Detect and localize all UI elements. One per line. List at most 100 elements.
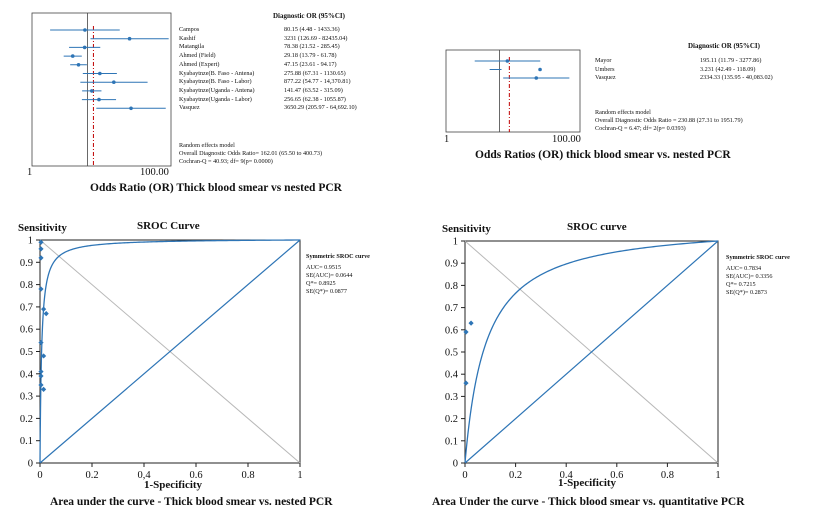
study-name: Campos [179,26,200,33]
point-estimate [538,67,542,72]
y-tick-label: 0.2 [445,414,458,425]
y-tick-label: 0.1 [445,436,458,447]
x-tick-label: 0.4 [560,470,574,481]
point-estimate [129,106,133,111]
y-tick-label: 0.2 [20,414,33,425]
forest-plot-2: Diagnostic OR (95%CI) Mayor 195.11 (11.79… [430,0,819,205]
sroc-curve [39,239,301,463]
study-point [38,368,44,375]
sroc-1-ylabel: Sensitivity [18,222,67,234]
forest-2-tick-1: 1 [444,134,450,145]
point-estimate [127,36,132,41]
y-tick-label: 0.9 [445,259,458,270]
forest-1-summary-title: Random effects model [179,142,235,149]
study-name: Vasquez [179,104,200,112]
sroc-2-canvas: 0 0.1 0.2 0.3 0.4 0.5 0.6 0.7 0.8 0.9 1 0 0.2 0.4 0.6 0… [445,237,721,482]
y-tick-label: 0.1 [20,436,33,447]
x-tick-label: 1 [297,470,302,481]
y-tick-label: 0.4 [20,369,34,380]
sroc-1-xlabel: 1-Specificity [144,479,203,491]
y-tick-label: 0.8 [445,281,458,292]
forest-1-tick-100: 100.00 [140,167,169,178]
y-tick-label: 0.5 [20,347,33,358]
forest-1-column-header: Diagnostic OR (95%CI) [273,12,345,20]
forest-1-summary-dor: Overall Diagnostic Odds Ratio= 162.01 (6… [179,150,323,157]
sroc-2-stat-auc: AUC= 0.7834 [726,265,762,272]
study-or-value: 877.22 (54.77 - 14,370.81) [284,78,351,86]
y-tick-label: 1 [28,236,33,247]
y-tick-label: 0 [453,459,458,470]
sroc-1-stat-auc: AUC= 0.9515 [306,264,342,271]
forest-1-caption: Odds Ratio (OR) Thick blood smear vs nes… [90,182,342,194]
y-tick-label: 0.3 [20,392,33,403]
x-tick-label: 0 [462,470,467,481]
study-or-value: 3.231 (42.49 - 118.09) [700,65,756,73]
point-estimate [534,76,539,80]
sroc-1-stat-q: Q*= 0.8925 [306,280,336,287]
forest-2-tick-100: 100.00 [552,134,581,145]
forest-1-tick-1: 1 [27,167,33,178]
point-estimate [82,45,87,50]
x-tick-label: 0 [37,470,42,481]
y-tick-label: 0.6 [20,325,33,336]
study-or-value: 80.15 (4.48 - 1433.36) [284,26,340,33]
study-or-value: 2334.33 (135.95 - 40,083.02) [700,74,773,81]
sroc-2-caption: Area Under the curve - Thick blood smear… [432,496,745,508]
sroc-2-stat-se-q: SE(Q*)= 0.2873 [726,289,767,296]
sroc-2-stat-q: Q*= 0.7215 [726,281,756,288]
study-point [38,286,44,292]
point-estimate [83,28,87,32]
point-estimate [89,89,94,93]
study-or-value: 141.47 (63.52 - 315.09) [284,86,343,94]
study-point [463,329,469,335]
point-estimate [98,71,102,76]
x-tick-label: 0,4 [137,470,151,481]
y-tick-label: 1 [453,237,458,248]
forest-plot-1: Diagnostic OR (95%CI) Campos 80.15 (4.48 … [0,0,420,205]
y-tick-label: 0.8 [20,280,33,291]
y-tick-label: 0.4 [445,370,459,381]
study-point [38,255,44,261]
study-point [43,310,49,317]
sroc-1-stat-se-q: SE(Q*)= 0.0877 [306,288,347,295]
study-point [38,246,44,252]
study-name: Kashif [179,34,196,42]
sroc-1-title: SROC Curve [137,220,200,232]
study-or-value: 29.18 (13.79 - 61.78) [284,52,337,60]
study-or-value: 3650.29 (205.97 - 64,692.10) [284,104,357,112]
sroc-chart-2: 0 0.1 0.2 0.3 0.4 0.5 0.6 0.7 0.8 0.9 1 0 0.2 0.4 0.6 0… [420,212,819,521]
study-name: Umbers [595,65,615,73]
x-tick-label: 0.8 [661,470,674,481]
sroc-2-stat-se-auc: SE(AUC)= 0.3356 [726,273,773,280]
forest-2-column-header: Diagnostic OR (95%CI) [688,42,760,50]
sroc-2-legend-title: Symmetric SROC curve [726,254,790,261]
chance-diagonal-line [464,240,719,464]
forest-plot-2-canvas [445,49,581,133]
study-name: Kyabaytnze(B. Faso - Labor) [179,78,252,86]
sroc-chart-1: 0 0.1 0.2 0.3 0.4 0.5 0.6 0.7 0.8 0.9 1 0 0.2 0,4 0.6 0… [0,212,410,521]
forest-2-summary-title: Random effects model [595,109,651,116]
point-estimate [505,59,510,63]
y-tick-label: 0.6 [445,325,458,336]
study-or-value: 195.11 (11.79 - 3277.86) [700,57,762,64]
point-estimate [97,97,101,102]
x-tick-label: 0.6 [610,470,623,481]
sroc-2-ylabel: Sensitivity [442,223,491,235]
sroc-1-legend-title: Symmetric SROC curve [306,253,370,260]
y-tick-label: 0.5 [445,348,458,359]
study-name: Kyabaytnze(Uganda - Antena) [179,86,255,94]
x-tick-label: 0.2 [509,470,522,481]
x-tick-label: 1 [715,470,720,481]
sroc-1-canvas: 0 0.1 0.2 0.3 0.4 0.5 0.6 0.7 0.8 0.9 1 0 0.2 0,4 0.6 0… [20,236,303,482]
x-tick-label: 0.8 [241,470,254,481]
chance-diagonal-line [39,239,301,464]
forest-plot-1-canvas [31,12,172,167]
forest-2-summary-dor: Overall Diagnostic Odds Ratio = 230.88 (… [595,117,743,124]
study-or-value: 78.38 (21.52 - 285.45) [284,43,340,51]
study-name: Mayor [595,57,612,64]
sroc-1-stat-se-auc: SE(AUC)= 0.0644 [306,272,353,279]
study-point [38,339,44,346]
sroc-2-title: SROC curve [567,221,627,233]
study-point [38,239,44,245]
forest-1-summary-q: Cochran-Q = 40.93; df= 9(p= 0.0000) [179,158,273,165]
